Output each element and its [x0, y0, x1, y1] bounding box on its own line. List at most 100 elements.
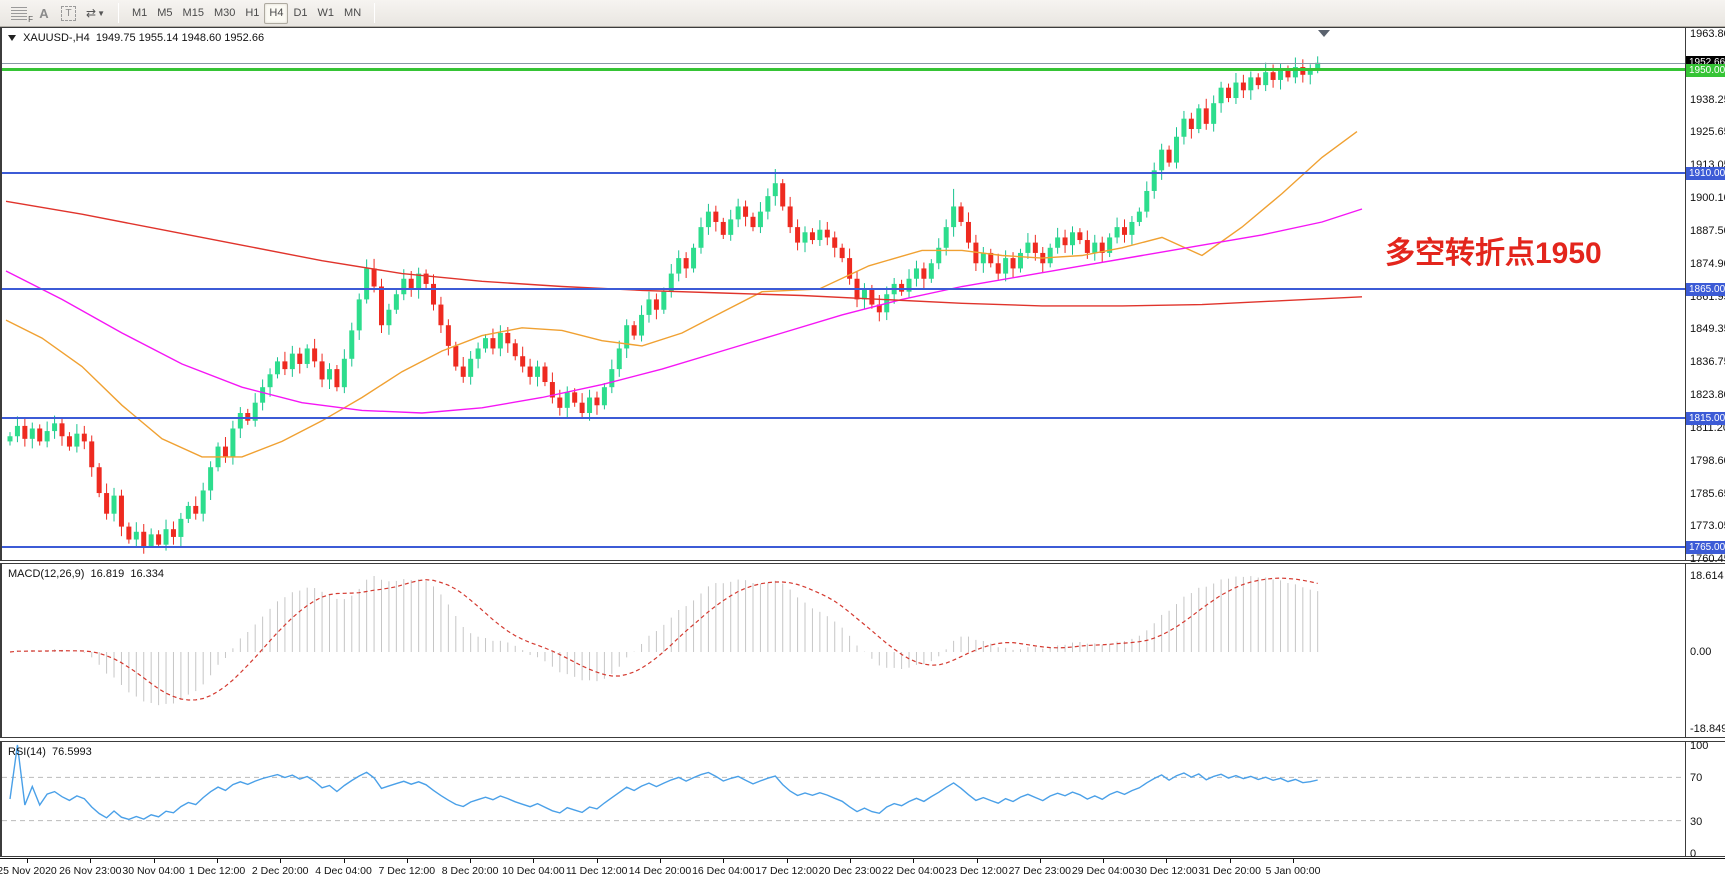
candle-body [839, 247, 845, 259]
candle-body [274, 361, 280, 375]
candle-body [1122, 227, 1127, 235]
timeframe-button-W1[interactable]: W1 [317, 7, 335, 19]
date-tick [470, 859, 472, 863]
bid-price-line [2, 62, 1686, 64]
candle-body [512, 343, 518, 357]
candle-body [973, 242, 979, 264]
candle-body [133, 531, 139, 540]
date-tick [976, 859, 978, 863]
candle-body [7, 436, 13, 442]
chevron-down-icon[interactable] [8, 35, 16, 41]
timeframe-group: M1 M5 M15 M30 H1 H4 D1 W1 MN [121, 0, 372, 26]
date-tick [90, 859, 92, 863]
timeframe-button-H1[interactable]: H1 [245, 7, 260, 19]
timeframe-button-MN[interactable]: MN [344, 7, 362, 19]
text-label-tool-icon[interactable]: A [32, 3, 56, 24]
date-label: 26 Nov 23:00 [59, 865, 122, 877]
candle-body [631, 325, 637, 336]
toolbar-separator [117, 3, 119, 23]
arrows-tool-icon[interactable]: ⇄ ▼ [81, 3, 110, 24]
macd-tick-label: 0.00 [1690, 646, 1712, 658]
rsi-tick-label: 30 [1690, 815, 1703, 828]
candle-body [1114, 227, 1120, 238]
candle-body [1174, 136, 1180, 163]
timeframe-button-M1[interactable]: M1 [131, 7, 148, 19]
candle-body [743, 206, 749, 217]
candle-body [393, 294, 399, 310]
price-tick-label: 1874.90 [1690, 257, 1725, 270]
candle-body [698, 227, 704, 248]
candle-body [14, 425, 20, 437]
candle-body [535, 366, 541, 377]
horizontal-level-line-1910[interactable] [2, 171, 1686, 174]
candle-body [416, 273, 422, 290]
candle-body [668, 273, 674, 292]
candle-body [1047, 247, 1053, 264]
date-label: 1 Dec 12:00 [188, 865, 246, 877]
date-tick [153, 859, 155, 863]
candle-body [356, 299, 362, 331]
candle-body [334, 369, 340, 388]
candle-body [913, 268, 919, 279]
macd-plot[interactable]: MACD(12,26,9) 16.819 16.334 [2, 564, 1686, 737]
price-axis[interactable]: 1963.801938.251925.651913.051900.101887.… [1685, 28, 1725, 565]
candle-body [542, 366, 548, 383]
candle-body [245, 413, 251, 421]
candle-body [1218, 87, 1224, 104]
rsi-plot[interactable]: RSI(14) 76.5993 [2, 742, 1686, 856]
candle-body [1263, 72, 1269, 86]
rsi-title: RSI(14) 76.5993 [8, 746, 92, 758]
level-price-badge-1950[interactable]: 1950.00 [1686, 63, 1725, 77]
candle-body [817, 229, 823, 241]
candle-body [29, 428, 35, 439]
candle-body [74, 433, 80, 447]
candle-body [735, 206, 741, 220]
candle-body [579, 402, 585, 414]
timeframe-button-H4[interactable]: H4 [264, 2, 289, 24]
level-price-badge-1865[interactable]: 1865.00 [1686, 283, 1725, 297]
candle-body [497, 332, 503, 349]
timeframe-button-M15[interactable]: M15 [182, 7, 204, 19]
scroll-end-marker-icon[interactable] [1318, 30, 1330, 37]
candle-body [297, 353, 303, 364]
level-price-badge-1765[interactable]: 1765.00 [1686, 541, 1725, 555]
candle-body [44, 431, 50, 442]
date-tick [849, 859, 851, 863]
candle-body [1196, 108, 1202, 130]
candle-body [386, 309, 392, 326]
timeframe-button-D1[interactable]: D1 [293, 7, 308, 19]
level-price-badge-1910[interactable]: 1910.00 [1686, 166, 1725, 180]
candle-body [1292, 67, 1298, 78]
candle-body [1248, 77, 1254, 91]
macd-tick-label: -18.849 [1690, 723, 1725, 735]
level-price-badge-1815[interactable]: 1815.00 [1686, 412, 1725, 426]
candle-body [616, 348, 622, 370]
candle-body [141, 531, 147, 546]
horizontal-level-line-1950[interactable] [2, 68, 1686, 72]
timeframe-button-M30[interactable]: M30 [213, 7, 236, 19]
candle-body [1278, 69, 1284, 80]
horizontal-level-line-1765[interactable] [2, 546, 1686, 549]
horizontal-level-line-1865[interactable] [2, 288, 1686, 291]
candle-body [163, 529, 169, 545]
date-tick [1166, 859, 1168, 863]
price-tick-label: 1938.25 [1690, 93, 1725, 106]
chevron-down-icon[interactable]: ▼ [97, 8, 105, 18]
candle-body [720, 221, 726, 235]
candle-body [951, 206, 957, 228]
macd-chart [9, 576, 1319, 706]
timeframe-button-M5[interactable]: M5 [157, 7, 173, 19]
dotted-grid-f-icon[interactable]: F [6, 3, 33, 24]
candle-body [520, 356, 526, 367]
price-tick-label: 1925.65 [1690, 126, 1725, 139]
candle-body [379, 286, 384, 326]
candle-body [653, 299, 659, 310]
main-chart-plot[interactable]: XAUUSD-,H4 1949.75 1955.14 1948.60 1952.… [2, 28, 1686, 560]
candle-body [1003, 258, 1009, 274]
horizontal-level-line-1815[interactable] [2, 417, 1686, 420]
chart-title: XAUUSD-,H4 1949.75 1955.14 1948.60 1952.… [8, 32, 264, 44]
text-tool-icon[interactable]: T [56, 3, 81, 24]
chart-annotation-text[interactable]: 多空转折点1950 [1385, 237, 1602, 270]
macd-panel: MACD(12,26,9) 16.819 16.334 18.614 0.00 -1… [0, 563, 1725, 738]
time-axis[interactable]: 25 Nov 2020 26 Nov 23:00 30 Nov 04:00 1 Dec… [0, 858, 1725, 889]
